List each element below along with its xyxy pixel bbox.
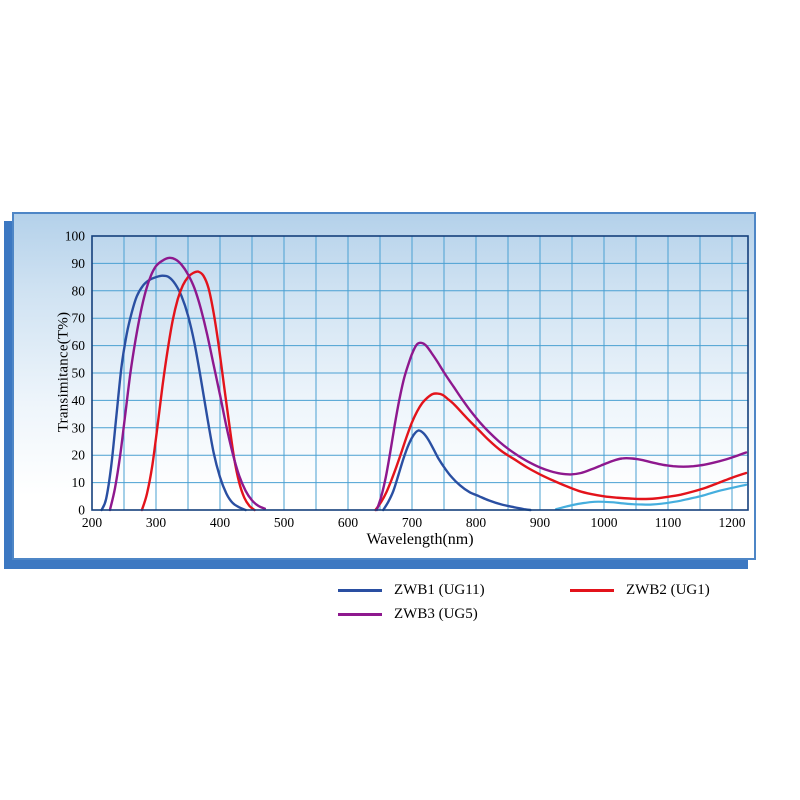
legend-label: ZWB2 (UG1) <box>626 582 710 598</box>
series-curve <box>374 392 748 512</box>
legend-label: ZWB3 (UG5) <box>394 606 478 622</box>
chart-panel: Transimitance(T%) 200 300 400 500 600 700 800 9… <box>12 212 756 560</box>
legend-swatch <box>338 589 382 592</box>
x-tick-label: 1100 <box>655 515 682 530</box>
y-tick-label: 70 <box>72 311 86 326</box>
chart-svg: 200 300 400 500 600 700 800 900 1000 1100 1200 0 10 2… <box>65 229 749 530</box>
y-tick-label: 100 <box>65 229 86 244</box>
x-tick-label: 700 <box>402 515 423 530</box>
x-tick-label: 1200 <box>719 515 746 530</box>
legend-swatch <box>570 589 614 592</box>
y-tick-label: 10 <box>72 475 86 490</box>
x-tick-label: 500 <box>274 515 295 530</box>
legend-item: ZWB3 (UG5) <box>338 606 570 623</box>
series-curves <box>100 256 748 512</box>
legend-item: ZWB1 (UG11) <box>338 582 570 599</box>
x-tick-labels: 200 300 400 500 600 700 800 900 1000 1100 1200 <box>82 515 746 530</box>
x-tick-label: 900 <box>530 515 551 530</box>
x-tick-label: 800 <box>466 515 487 530</box>
x-tick-label: 600 <box>338 515 359 530</box>
y-tick-label: 20 <box>72 448 86 463</box>
plot-frame <box>91 235 749 511</box>
y-tick-label: 40 <box>72 393 86 408</box>
series-curve <box>108 256 266 512</box>
y-tick-label: 80 <box>72 283 86 298</box>
y-tick-label: 30 <box>72 420 86 435</box>
y-tick-labels: 0 10 20 30 40 50 60 70 80 90 100 <box>65 229 86 518</box>
legend-swatch <box>338 613 382 616</box>
y-axis-title: Transimitance(T%) <box>55 311 72 433</box>
series-curve <box>375 341 748 512</box>
x-tick-label: 300 <box>146 515 167 530</box>
legend-item: ZWB2 (UG1) <box>570 582 710 599</box>
series-curve <box>554 483 748 511</box>
y-tick-label: 0 <box>78 503 85 518</box>
x-axis-title: Wavelength(nm) <box>366 531 474 548</box>
y-tick-label: 90 <box>72 256 86 271</box>
y-tick-label: 50 <box>72 366 86 381</box>
series-curve <box>382 429 532 512</box>
x-tick-label: 400 <box>210 515 231 530</box>
x-tick-label: 200 <box>82 515 103 530</box>
legend-label: ZWB1 (UG11) <box>394 582 485 598</box>
series-curve <box>100 274 247 512</box>
x-tick-label: 1000 <box>591 515 618 530</box>
y-tick-label: 60 <box>72 338 86 353</box>
legend: ZWB1 (UG11) ZWB2 (UG1) ZWB3 (UG5) <box>338 582 710 623</box>
